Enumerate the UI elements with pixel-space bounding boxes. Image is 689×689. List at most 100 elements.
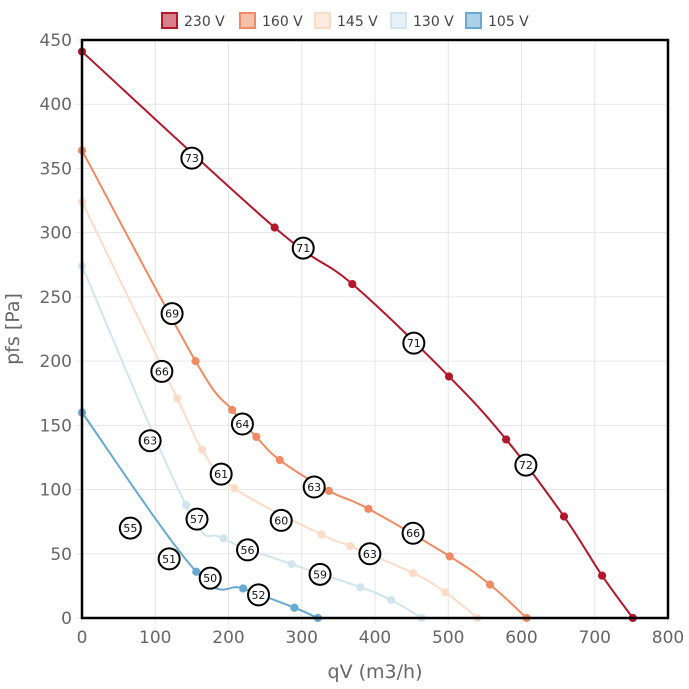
sound-level-bubble [160,302,184,326]
x-tick-label: 800 [652,628,684,648]
sound-level-labels: 73 71 71 72 69 64 63 66 66 61 60 63 63 57 56 59 55 51 50 52 [118,146,538,607]
sound-level-bubble [236,538,260,562]
data-point[interactable] [228,405,237,415]
y-tick-label: 100 [40,481,72,501]
plot-frame [80,38,670,620]
data-point[interactable] [444,372,454,381]
sound-level-bubble [514,453,538,477]
sound-level-text: 71 [407,337,421,350]
legend-item[interactable]: 230 V [161,12,225,30]
sound-level-bubble [180,146,204,170]
sound-level-label: 73 [180,146,204,170]
data-point[interactable] [173,394,182,403]
legend: 230 V 160 V 145 V 130 V 105 V [161,12,529,30]
y-axis-ticks: 0 50 100 150 200 250 300 350 400 450 [40,31,72,629]
data-point[interactable] [324,486,333,495]
data-point[interactable] [348,279,357,289]
sound-level-label: 57 [185,507,209,531]
sound-level-text: 66 [406,527,420,540]
sound-level-text: 64 [235,418,249,431]
sound-level-label: 51 [157,547,181,571]
data-point[interactable] [364,504,373,513]
sound-level-label: 60 [269,508,293,532]
legend-swatch [161,12,178,29]
sound-level-bubble [138,429,162,453]
legend-label: 145 V [337,14,378,30]
sound-level-label: 63 [358,542,382,566]
sound-level-label: 66 [401,521,425,545]
y-tick-label: 400 [40,95,72,115]
data-point[interactable] [441,588,450,597]
legend-swatch [314,12,331,29]
sound-level-text: 69 [165,308,179,321]
data-point[interactable] [230,484,239,493]
data-point[interactable] [191,357,200,366]
sound-level-label: 63 [302,475,326,499]
sound-level-bubble [157,547,181,571]
data-point[interactable] [239,584,248,593]
legend-item[interactable]: 160 V [239,12,303,30]
series-line [81,149,528,619]
sound-level-bubble [401,521,425,545]
x-tick-label: 300 [286,628,318,648]
sound-level-text: 57 [190,513,204,526]
series-line [81,201,479,619]
data-point[interactable] [317,530,326,539]
data-point[interactable] [408,568,418,578]
x-tick-label: 500 [432,628,464,648]
sound-level-label: 50 [198,566,222,590]
sound-level-label: 71 [402,331,426,355]
sound-level-text: 50 [203,572,217,585]
legend-item[interactable]: 130 V [390,12,454,30]
data-point[interactable] [387,595,396,605]
x-axis-title: qV (m3/h) [328,661,423,683]
sound-level-text: 72 [519,459,533,472]
data-point[interactable] [356,583,365,592]
sound-level-text: 60 [274,514,288,527]
data-point[interactable] [345,541,355,551]
sound-level-bubble [402,331,426,355]
sound-level-text: 73 [185,152,199,165]
sound-level-label: 72 [514,453,538,477]
series-3 [77,261,426,623]
data-point[interactable] [252,432,261,441]
y-tick-label: 150 [40,416,72,436]
data-point[interactable] [192,567,201,576]
x-axis-ticks: 0 100 200 300 400 500 600 700 800 [77,628,685,648]
x-tick-label: 600 [505,628,537,648]
data-point[interactable] [445,552,454,561]
sound-level-text: 63 [363,548,377,561]
data-point[interactable] [559,512,569,521]
y-tick-label: 450 [40,31,72,51]
legend-swatch [465,12,482,29]
sound-level-bubble [185,507,209,531]
sound-level-label: 56 [236,538,260,562]
series-layer [77,47,637,623]
data-point[interactable] [181,500,191,510]
data-point[interactable] [219,534,228,543]
data-point[interactable] [270,223,279,232]
sound-level-text: 55 [123,522,137,535]
legend-label: 105 V [488,14,529,30]
sound-level-label: 55 [118,516,142,540]
sound-level-text: 61 [214,468,228,481]
x-tick-label: 0 [77,628,88,648]
legend-label: 160 V [262,14,303,30]
data-point[interactable] [502,435,511,444]
sound-level-label: 52 [247,583,271,607]
legend-item[interactable]: 105 V [465,12,529,30]
y-axis-title: pfs [Pa] [2,293,24,365]
data-point[interactable] [290,603,299,612]
data-point[interactable] [287,559,296,569]
sound-level-bubble [209,462,233,486]
legend-item[interactable]: 145 V [314,12,378,30]
series-2 [77,197,482,623]
series-0 [77,47,637,623]
data-point[interactable] [597,571,607,580]
data-point[interactable] [275,455,284,465]
sound-level-bubble [198,566,222,590]
x-tick-label: 700 [579,628,611,648]
data-point[interactable] [485,580,495,589]
y-tick-label: 50 [50,545,72,565]
data-point[interactable] [198,445,207,454]
